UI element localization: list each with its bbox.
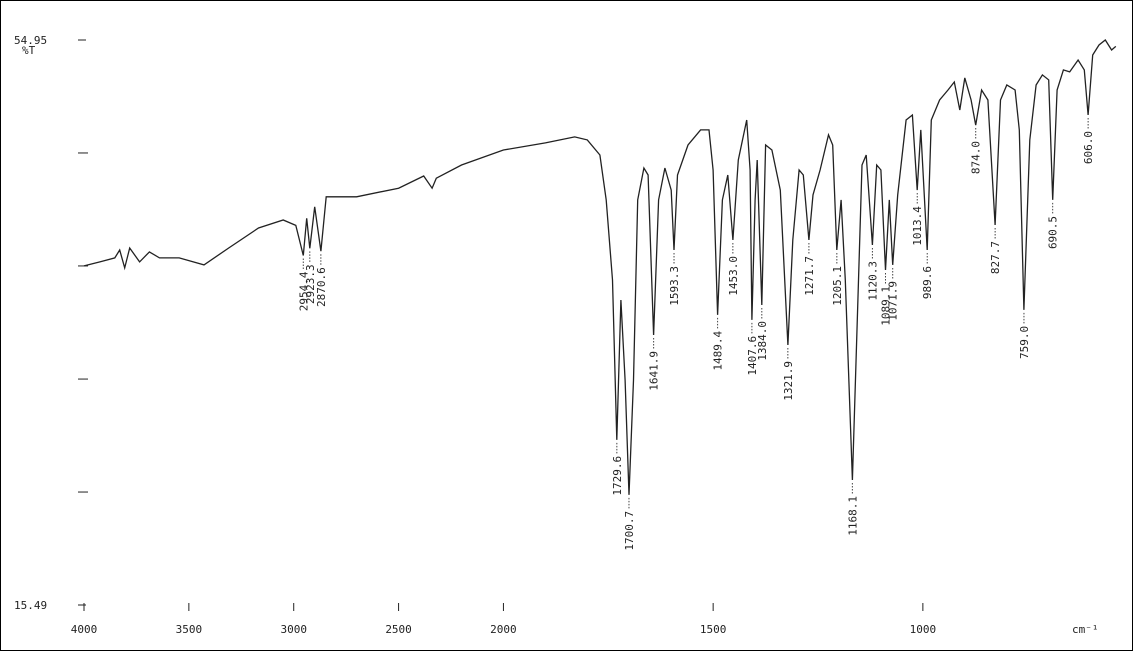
- x-tick-label: 3500: [176, 623, 203, 636]
- peak-label: 606.0: [1082, 131, 1095, 164]
- peak-label: 1641.9: [648, 351, 661, 391]
- peak-label: 1453.0: [727, 256, 740, 296]
- peak-label: 1168.1: [846, 496, 859, 536]
- x-axis-label: cm⁻¹: [1072, 623, 1099, 636]
- x-tick-label: 1500: [700, 623, 727, 636]
- spectrum-line: [83, 39, 1117, 495]
- peak-label: 2954.4: [297, 271, 310, 311]
- peak-label: 759.0: [1018, 326, 1031, 359]
- x-tick-label: 3000: [280, 623, 307, 636]
- peak-label: 1593.3: [668, 266, 681, 306]
- peak-label: 1321.9: [782, 361, 795, 401]
- peak-label: 1013.4: [911, 206, 924, 246]
- y-tick-label: 54.95: [14, 34, 47, 47]
- peak-label: 1120.3: [866, 261, 879, 301]
- y-tick-label: 15.49: [14, 599, 47, 612]
- peak-label: 2923.3: [304, 264, 317, 304]
- peak-label: 2870.6: [315, 267, 328, 307]
- peak-label: 827.7: [989, 241, 1002, 274]
- x-tick-label: 4000: [71, 623, 98, 636]
- peak-label: 1271.7: [803, 256, 816, 296]
- peak-label: 1384.0: [756, 321, 769, 361]
- y-axis-label: %T: [22, 44, 36, 57]
- x-tick-label: 1000: [910, 623, 937, 636]
- x-tick-label: 2000: [490, 623, 517, 636]
- peak-label: 1089.1: [879, 286, 892, 326]
- peak-label: 1489.4: [712, 331, 725, 371]
- peak-label: 874.0: [970, 141, 983, 174]
- peak-label: 1729.6: [611, 456, 624, 496]
- peak-label: 1407.6: [746, 336, 759, 376]
- peak-label: 989.6: [921, 266, 934, 299]
- peak-label: 1205.1: [831, 266, 844, 306]
- peak-label: 690.5: [1047, 216, 1060, 249]
- peak-label: 1700.7: [623, 511, 636, 551]
- x-tick-label: 2500: [385, 623, 412, 636]
- peak-label: 1071.9: [887, 281, 900, 321]
